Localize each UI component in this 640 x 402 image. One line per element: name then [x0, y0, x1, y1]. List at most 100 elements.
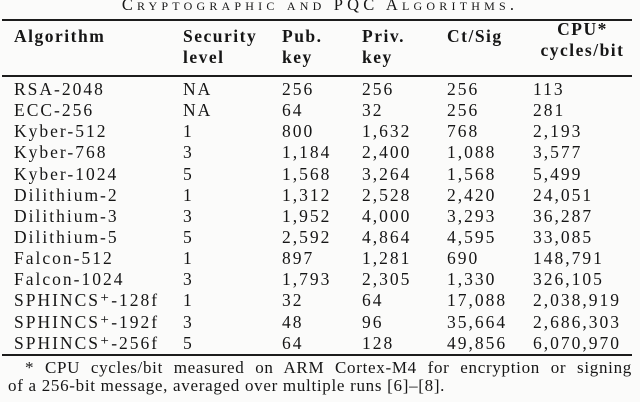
- table-cell-algorithm: Kyber-1024: [14, 163, 119, 184]
- table-cell-algorithm: Dilithium-5: [14, 226, 119, 247]
- table-cell-pub-key: 32: [282, 290, 304, 311]
- table-caption: Cryptographic and PQC Algorithms.: [121, 0, 519, 14]
- table-cell-pub-key: 64: [282, 332, 304, 353]
- table-cell-algorithm: Falcon-1024: [14, 269, 125, 290]
- table-cell-security-level: 3: [183, 205, 194, 226]
- table-cell-algorithm: Dilithium-2: [14, 184, 119, 205]
- table-cell-pub-key: 1,184: [282, 142, 332, 163]
- table-cell-cpu-cycles-per-bit: 24,051: [533, 184, 594, 205]
- table-row: SPHINCS⁺-128f 1 32 64 17,088 2,038,919: [2, 290, 632, 311]
- table-cell-pub-key: 48: [282, 311, 304, 332]
- table-cell-pub-key: 1,952: [282, 205, 332, 226]
- column-header-algorithm: Algorithm: [14, 26, 183, 68]
- table-cell-priv-key: 2,528: [362, 184, 412, 205]
- table-cell-priv-key: 96: [362, 311, 384, 332]
- column-header-label: level: [183, 47, 225, 67]
- table-cell-algorithm: SPHINCS⁺-256f: [14, 332, 160, 353]
- table-cell-priv-key: 2,400: [362, 142, 412, 163]
- table-cell-algorithm: Dilithium-3: [14, 205, 119, 226]
- table-row: Kyber-768 3 1,184 2,400 1,088 3,577: [2, 142, 632, 163]
- table-cell-security-level: 3: [183, 311, 194, 332]
- table-body: RSA-2048 NA 256 256 256 113 ECC-256 NA 64 32 256 28…: [2, 79, 632, 354]
- table-row: Falcon-1024 3 1,793 2,305 1,330 326,105: [2, 269, 632, 290]
- table-cell-cpu-cycles-per-bit: 36,287: [533, 205, 594, 226]
- column-header-label: Ct/Sig: [447, 26, 503, 46]
- table-row: ECC-256 NA 64 32 256 281: [2, 100, 632, 121]
- column-header-pub-key: Pub. key: [282, 26, 362, 68]
- table-cell-security-level: 1: [183, 248, 194, 269]
- table-cell-pub-key: 800: [282, 121, 315, 142]
- column-header-ct-sig: Ct/Sig: [447, 26, 533, 68]
- table-cell-ct-sig: 690: [447, 248, 480, 269]
- column-header-stack: CPU* cycles/bit: [533, 19, 632, 61]
- table-row: Dilithium-2 1 1,312 2,528 2,420 24,051: [2, 185, 632, 206]
- table-cell-cpu-cycles-per-bit: 2,193: [533, 121, 583, 142]
- table-cell-pub-key: 1,568: [282, 163, 332, 184]
- table-cell-priv-key: 64: [362, 290, 384, 311]
- table-row: Dilithium-5 5 2,592 4,864 4,595 33,085: [2, 227, 632, 248]
- table-cell-security-level: NA: [183, 100, 213, 121]
- table-cell-algorithm: SPHINCS⁺-128f: [14, 290, 160, 311]
- column-header-cpu-cycles-per-bit: CPU* cycles/bit: [533, 19, 632, 68]
- table-cell-cpu-cycles-per-bit: 326,105: [533, 269, 604, 290]
- footnote-line: of a 256-bit message, averaged over mult…: [8, 375, 446, 395]
- table-cell-priv-key: 128: [362, 332, 395, 353]
- table-cell-algorithm: Falcon-512: [14, 248, 114, 269]
- table-cell-cpu-cycles-per-bit: 2,686,303: [533, 311, 621, 332]
- table-cell-ct-sig: 768: [447, 121, 480, 142]
- table-footnote: * CPU cycles/bit measured on ARM Cortex-…: [8, 359, 632, 395]
- table-cell-security-level: 5: [183, 332, 194, 353]
- table-cell-priv-key: 32: [362, 100, 384, 121]
- table-cell-cpu-cycles-per-bit: 33,085: [533, 226, 594, 247]
- table-cell-priv-key: 256: [362, 79, 395, 99]
- column-header-label: key: [282, 47, 313, 67]
- table-cell-ct-sig: 256: [447, 79, 480, 99]
- footnote-line: * CPU cycles/bit measured on ARM Cortex-…: [25, 358, 632, 377]
- table-cell-pub-key: 256: [282, 79, 315, 99]
- table-cell-pub-key: 1,793: [282, 269, 332, 290]
- column-header-label: Pub.: [282, 26, 323, 46]
- table-cell-pub-key: 897: [282, 248, 315, 269]
- table-cell-ct-sig: 3,293: [447, 205, 497, 226]
- table-cell-algorithm: RSA-2048: [14, 79, 105, 99]
- table-cell-ct-sig: 1,088: [447, 142, 497, 163]
- table-cell-ct-sig: 49,856: [447, 332, 508, 353]
- table-cell-priv-key: 3,264: [362, 163, 412, 184]
- table-cell-algorithm: Kyber-768: [14, 142, 108, 163]
- table-cell-ct-sig: 1,330: [447, 269, 497, 290]
- table-cell-security-level: 3: [183, 142, 194, 163]
- table-cell-cpu-cycles-per-bit: 2,038,919: [533, 290, 621, 311]
- table-cell-ct-sig: 17,088: [447, 290, 508, 311]
- column-header-security-level: Security level: [183, 26, 282, 68]
- column-header-label: cycles/bit: [540, 40, 625, 60]
- column-header-label: CPU*: [557, 19, 608, 39]
- table-cell-priv-key: 2,305: [362, 269, 412, 290]
- table-row: Falcon-512 1 897 1,281 690 148,791: [2, 248, 632, 269]
- table-cell-pub-key: 64: [282, 100, 304, 121]
- table-cell-priv-key: 1,632: [362, 121, 412, 142]
- table-row: Dilithium-3 3 1,952 4,000 3,293 36,287: [2, 206, 632, 227]
- table-row: RSA-2048 NA 256 256 256 113: [2, 79, 632, 100]
- table-cell-priv-key: 4,000: [362, 205, 412, 226]
- table-cell-security-level: 1: [183, 121, 194, 142]
- table-cell-cpu-cycles-per-bit: 113: [533, 79, 565, 99]
- table-cell-security-level: 1: [183, 184, 194, 205]
- table-bottom-rule: [2, 354, 632, 357]
- table-cell-cpu-cycles-per-bit: 6,070,970: [533, 332, 621, 353]
- table-cell-ct-sig: 1,568: [447, 163, 497, 184]
- table-cell-algorithm: ECC-256: [14, 100, 95, 121]
- table-cell-pub-key: 1,312: [282, 184, 332, 205]
- column-header-label: Algorithm: [14, 26, 106, 46]
- column-header-label: Security: [183, 26, 258, 46]
- table-cell-algorithm: Kyber-512: [14, 121, 108, 142]
- table-cell-pub-key: 2,592: [282, 226, 332, 247]
- table-cell-ct-sig: 256: [447, 100, 480, 121]
- column-header-label: Priv.: [362, 26, 405, 46]
- table-top-rule: [2, 19, 632, 21]
- table-header-row: Algorithm Security level Pub. key Priv. …: [2, 19, 632, 68]
- table-cell-security-level: 5: [183, 163, 194, 184]
- table-cell-ct-sig: 4,595: [447, 226, 497, 247]
- table-header-rule: [2, 75, 632, 77]
- table-row: SPHINCS⁺-192f 3 48 96 35,664 2,686,303: [2, 312, 632, 333]
